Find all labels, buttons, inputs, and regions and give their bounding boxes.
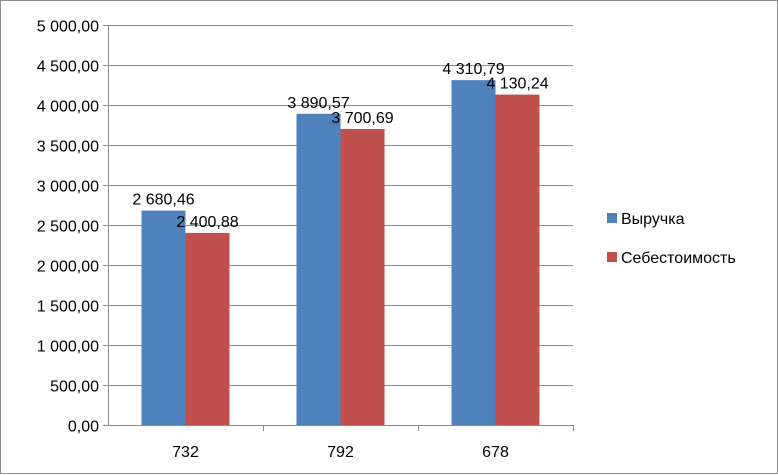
x-tick-label: 732 [172,444,199,461]
data-label: 2 400,88 [176,214,238,231]
bar-revenue [296,113,341,426]
y-tick-label: 1 000,00 [37,339,99,356]
bars [141,80,540,426]
data-labels: 2 680,46 2 400,88 3 890,573 700,69 4 310,79… [132,61,548,231]
data-label: 3 700,69 [331,110,393,127]
legend-swatch [607,252,617,262]
x-tick-label: 792 [327,444,354,461]
y-tick-label: 3 500,00 [37,139,99,156]
x-tick-label: 678 [482,444,509,461]
bar-cost [185,232,230,425]
y-tick-label: 4 000,00 [37,99,99,116]
y-tick-label: 5 000,00 [37,19,99,36]
data-label: 3 890,57 [287,95,349,112]
y-tick-label: 500,00 [50,379,99,396]
y-tick-label: 0,00 [68,419,99,436]
y-tick-label: 1 500,00 [37,299,99,316]
legend-swatch [607,213,617,223]
y-tick-label: 3 000,00 [37,179,99,196]
legend: Выручка Себестоимость [607,211,736,267]
bar-revenue [451,80,496,425]
bar-cost [495,94,540,425]
y-tick-label: 2 000,00 [37,259,99,276]
data-label: 2 680,46 [132,192,194,209]
y-tick-label: 2 500,00 [37,219,99,236]
bar-revenue [141,210,186,425]
legend-label: Выручка [621,211,685,228]
data-label: 4 310,79 [442,61,504,78]
axes: 0,00 500,00 1 000,00 1 500,00 2 000,00 2 500,… [37,19,574,461]
data-label: 4 130,24 [486,76,548,93]
bar-cost [340,128,385,425]
legend-label: Себестоимость [621,250,736,267]
y-tick-label: 4 500,00 [37,59,99,76]
